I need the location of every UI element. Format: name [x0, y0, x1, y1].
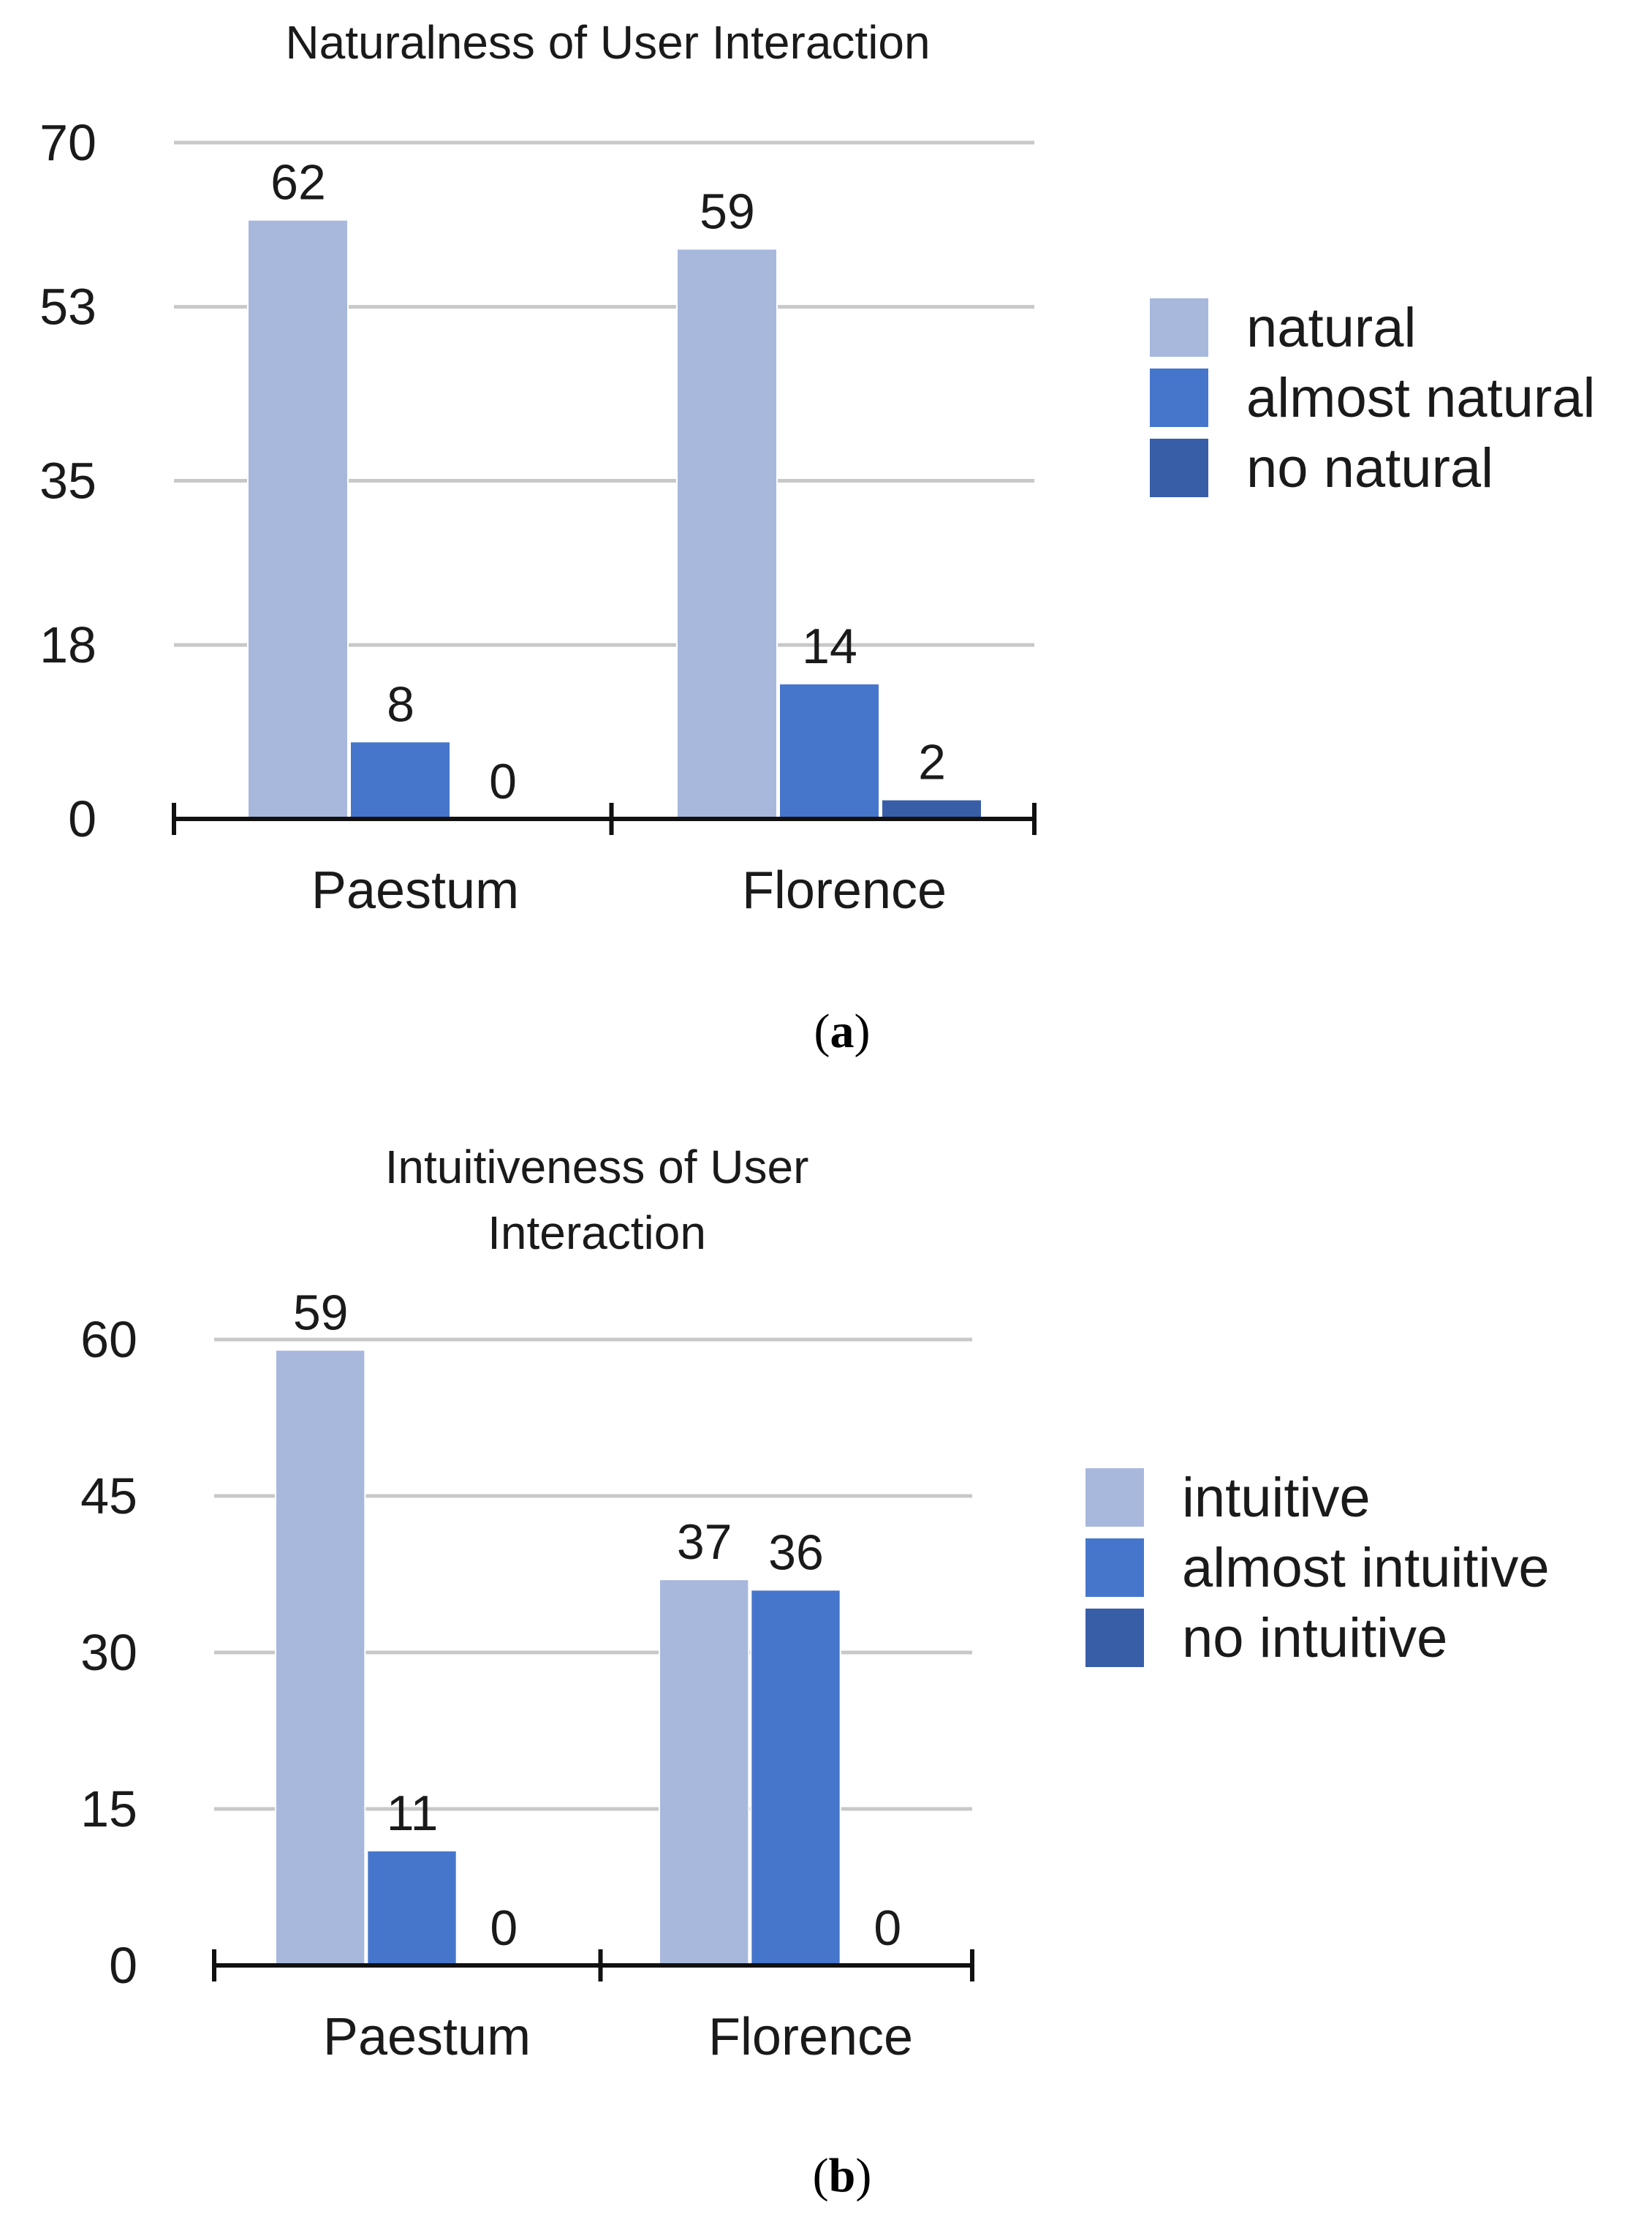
bar: [881, 798, 982, 820]
data-label: 59: [700, 184, 755, 239]
data-label: 0: [490, 1900, 518, 1956]
bar: [366, 1850, 458, 1966]
figure-caption: (b): [813, 2149, 872, 2202]
legend-swatch: [1085, 1468, 1144, 1527]
y-tick-label: 70: [39, 114, 96, 171]
y-tick-label: 53: [39, 279, 96, 336]
bar: [275, 1349, 366, 1967]
legend-swatch: [1085, 1538, 1144, 1597]
chart-title: Interaction: [488, 1206, 706, 1259]
y-tick-label: 0: [68, 790, 96, 847]
y-tick-label: 18: [39, 616, 96, 673]
figure-caption: (a): [814, 1005, 871, 1058]
y-tick-label: 45: [80, 1467, 137, 1525]
chart-a: Naturalness of User Interaction 0 18 35 53 70…: [39, 16, 1595, 1058]
y-tick-label: 30: [80, 1624, 137, 1681]
legend-label: intuitive: [1182, 1467, 1371, 1529]
bar: [750, 1589, 841, 1966]
data-label: 0: [874, 1900, 901, 1956]
bar: [778, 683, 880, 820]
legend-label: natural: [1246, 297, 1416, 359]
data-label: 36: [768, 1525, 824, 1580]
chart-b: Intuitiveness of User Interaction 0 15 30 45 6…: [80, 1141, 1550, 2202]
y-tick-label: 35: [39, 453, 96, 510]
y-tick-label: 0: [109, 1937, 137, 1994]
legend-swatch: [1150, 298, 1208, 357]
chart-title: Intuitiveness of User: [385, 1141, 809, 1193]
data-label: 11: [387, 1786, 439, 1841]
y-tick-label: 15: [80, 1780, 137, 1837]
data-label: 8: [387, 676, 414, 732]
legend-label: no natural: [1246, 437, 1493, 499]
legend-swatch: [1150, 369, 1208, 427]
legend-label: almost natural: [1246, 367, 1595, 429]
x-tick-label: Florence: [742, 861, 947, 920]
y-tick-label: 60: [80, 1311, 137, 1368]
bar: [247, 219, 349, 820]
x-tick-label: Paestum: [311, 861, 519, 920]
data-label: 37: [677, 1514, 732, 1570]
legend-label: almost intuitive: [1182, 1537, 1550, 1599]
data-label: 62: [270, 155, 326, 211]
bar: [676, 248, 778, 820]
chart-title: Naturalness of User Interaction: [285, 16, 930, 69]
data-label: 0: [489, 754, 517, 809]
x-tick-label: Florence: [708, 2008, 913, 2066]
x-tick-label: Paestum: [323, 2008, 531, 2066]
data-label: 59: [293, 1285, 349, 1340]
data-label: 14: [802, 619, 857, 674]
bar: [349, 741, 451, 820]
data-label: 2: [918, 735, 946, 790]
legend-swatch: [1085, 1609, 1144, 1667]
legend-label: no intuitive: [1182, 1607, 1447, 1669]
legend-swatch: [1150, 439, 1208, 497]
bar: [659, 1579, 750, 1966]
